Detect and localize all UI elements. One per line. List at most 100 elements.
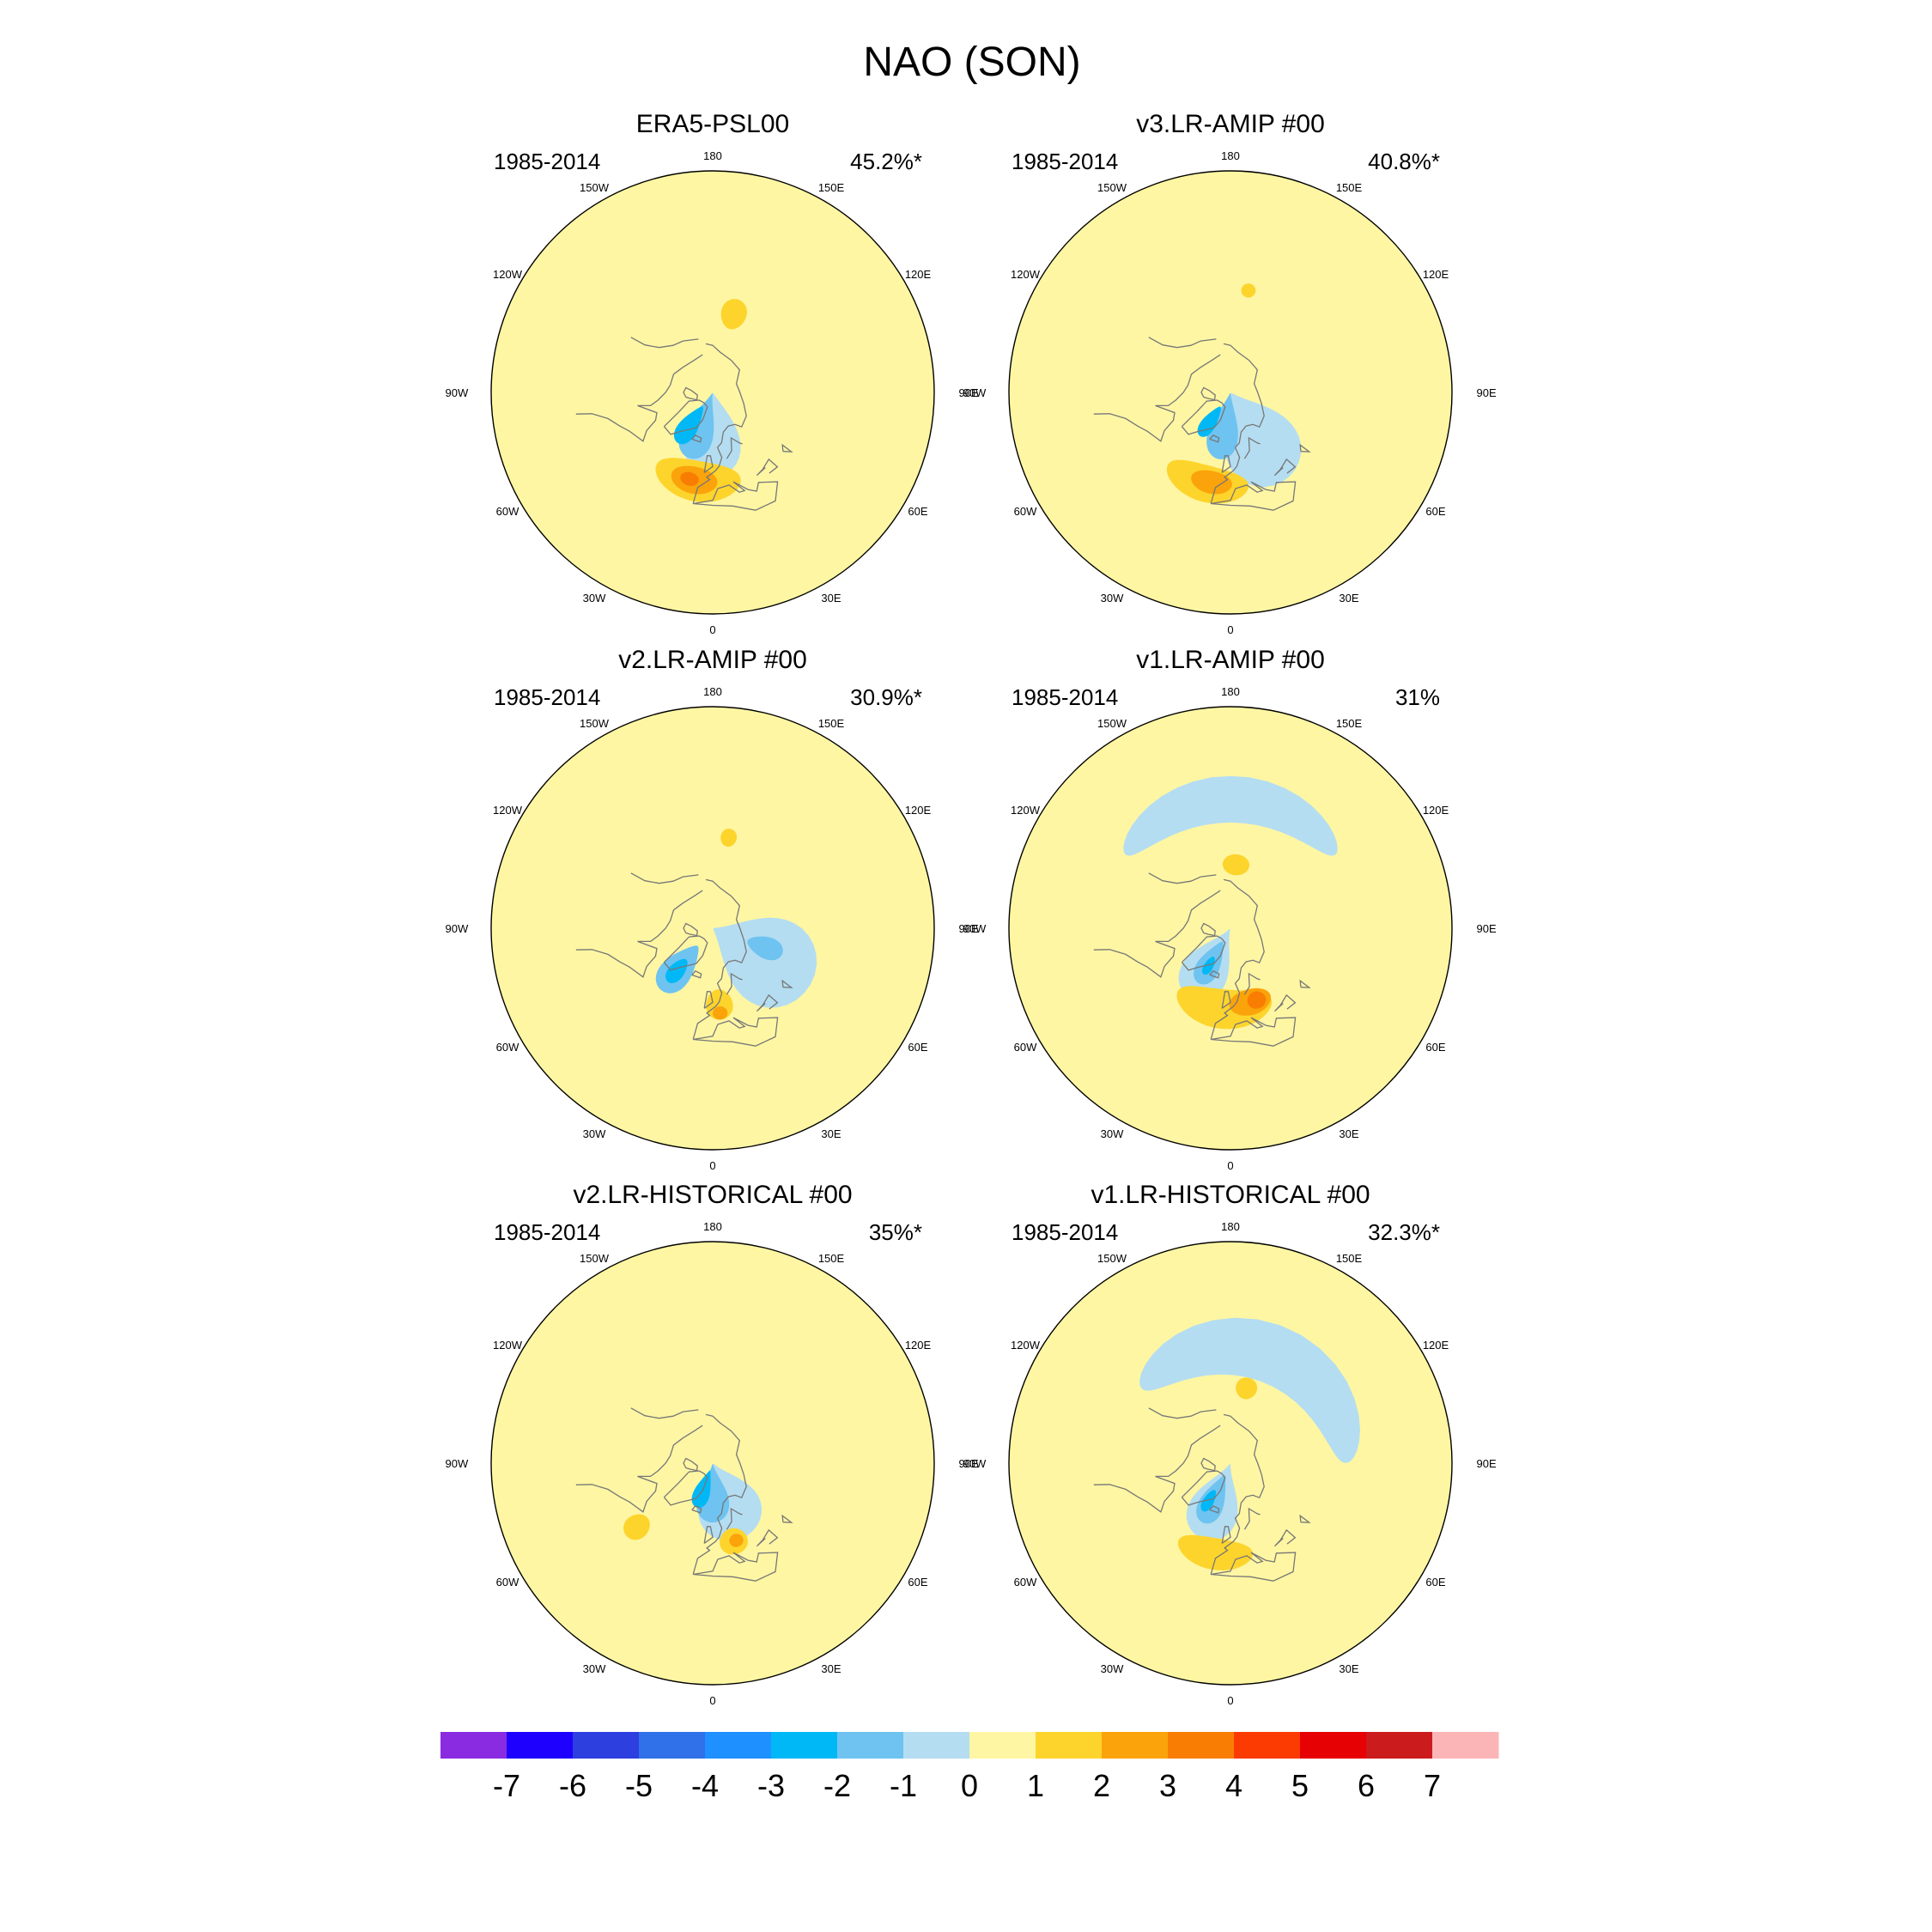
longitude-label: 180 bbox=[1221, 1220, 1240, 1233]
longitude-label: 120W bbox=[493, 1339, 523, 1352]
panel-title: v2.LR-HISTORICAL #00 bbox=[573, 1181, 852, 1209]
longitude-label: 30E bbox=[1339, 592, 1358, 605]
coastline bbox=[1210, 878, 1265, 1040]
colorbar-box bbox=[837, 1732, 904, 1759]
longitude-label: 150E bbox=[818, 181, 845, 194]
coastline bbox=[756, 1528, 779, 1547]
longitude-label: 120W bbox=[1011, 1339, 1041, 1352]
map-field bbox=[491, 707, 934, 1150]
coastline bbox=[691, 434, 702, 443]
colorbar-box bbox=[771, 1732, 838, 1759]
positive-anomaly-contour bbox=[1247, 991, 1267, 1009]
longitude-label: 30E bbox=[1339, 1127, 1358, 1140]
colorbar-tick-label: -7 bbox=[493, 1768, 520, 1803]
map-panel: v3.LR-AMIP #00 1985-2014 40.8%* 180 150E 120E… bbox=[963, 110, 1497, 636]
negative-anomaly-contour bbox=[1139, 1317, 1360, 1463]
panel-title: v3.LR-AMIP #00 bbox=[1136, 110, 1325, 138]
longitude-label: 60W bbox=[1014, 505, 1037, 518]
longitude-label: 60W bbox=[496, 505, 519, 518]
panel-variance: 40.8%* bbox=[1368, 149, 1440, 174]
longitude-label: 120W bbox=[1011, 804, 1041, 817]
panel-variance: 35%* bbox=[869, 1219, 922, 1245]
longitude-label: 30W bbox=[583, 1127, 606, 1140]
coastline bbox=[1181, 399, 1226, 435]
longitude-label: 180 bbox=[703, 1220, 722, 1233]
longitude-label: 120E bbox=[1423, 1339, 1449, 1352]
longitude-label: 150W bbox=[1097, 181, 1127, 194]
coastline bbox=[1200, 386, 1216, 401]
longitude-label: 60W bbox=[1014, 1041, 1037, 1054]
map-border bbox=[1008, 1241, 1453, 1686]
map-panel: v1.LR-HISTORICAL #00 1985-2014 32.3%* 180 15… bbox=[963, 1181, 1497, 1707]
coastline bbox=[630, 337, 699, 349]
longitude-label: 60E bbox=[908, 1576, 927, 1589]
map-border bbox=[490, 706, 935, 1151]
longitude-label: 30W bbox=[583, 592, 606, 605]
panel-variance: 30.9%* bbox=[850, 684, 922, 710]
coastline bbox=[663, 1470, 708, 1506]
negative-anomaly-contour bbox=[1197, 406, 1221, 437]
positive-anomaly-contour bbox=[680, 471, 699, 486]
coastline bbox=[663, 935, 708, 971]
coastline bbox=[1273, 993, 1297, 1012]
colorbar-tick-label: -3 bbox=[757, 1768, 785, 1803]
colorbar-box bbox=[1300, 1732, 1367, 1759]
coastline bbox=[691, 1504, 702, 1514]
coastline bbox=[1211, 1017, 1297, 1047]
longitude-label: 150W bbox=[1097, 717, 1127, 730]
longitude-label: 150E bbox=[818, 1252, 845, 1265]
longitude-label: 120W bbox=[1011, 268, 1041, 281]
longitude-label: 90W bbox=[446, 1457, 469, 1470]
coastline bbox=[1243, 1507, 1261, 1530]
map-background bbox=[491, 1242, 934, 1685]
colorbar-box bbox=[639, 1732, 706, 1759]
panels-group: ERA5-PSL00 1985-2014 45.2%* 180 150E 120E 90E 6… bbox=[446, 110, 1497, 1707]
longitude-label: 90E bbox=[1477, 922, 1497, 935]
colorbar-box bbox=[903, 1732, 970, 1759]
positive-anomaly-contour bbox=[1236, 1377, 1258, 1400]
coastline bbox=[781, 1514, 793, 1523]
colorbar-tick-label: 7 bbox=[1424, 1768, 1441, 1803]
coastline bbox=[691, 969, 702, 979]
longitude-label: 90E bbox=[959, 1457, 979, 1470]
longitude-label: 0 bbox=[1227, 623, 1233, 636]
coastline bbox=[1210, 343, 1265, 504]
panel-variance: 45.2%* bbox=[850, 149, 922, 174]
coastline bbox=[1209, 1504, 1220, 1514]
map-background bbox=[491, 707, 934, 1150]
colorbar-box bbox=[1432, 1732, 1499, 1759]
coastline bbox=[575, 890, 703, 978]
panel-title: v1.LR-AMIP #00 bbox=[1136, 646, 1325, 674]
map-panel: v2.LR-AMIP #00 1985-2014 30.9%* 180 150E 120E… bbox=[446, 646, 979, 1172]
negative-anomaly-contour bbox=[665, 958, 688, 983]
coastline bbox=[663, 399, 708, 435]
coastline bbox=[1273, 458, 1297, 477]
positive-anomaly-contour bbox=[713, 1006, 728, 1020]
map-background bbox=[1009, 707, 1452, 1150]
panel-period: 1985-2014 bbox=[494, 149, 600, 174]
longitude-label: 60W bbox=[1014, 1576, 1037, 1589]
negative-anomaly-contour bbox=[1200, 1490, 1216, 1512]
longitude-label: 30E bbox=[821, 592, 841, 605]
longitude-label: 180 bbox=[1221, 149, 1240, 162]
longitude-label: 90W bbox=[446, 922, 469, 935]
colorbar: -7 -6 -5 -4 -3 -2 -1 0 1 2 3 4 5 6 7 bbox=[440, 1732, 1499, 1803]
coastline bbox=[1093, 354, 1221, 442]
coastline bbox=[703, 991, 714, 1009]
panel-variance: 31% bbox=[1395, 684, 1440, 710]
map-panel: ERA5-PSL00 1985-2014 45.2%* 180 150E 120E 90E 6… bbox=[446, 110, 979, 636]
coastline bbox=[683, 386, 698, 401]
coastline bbox=[1181, 1470, 1226, 1506]
coastline bbox=[1200, 1457, 1216, 1472]
positive-anomaly-contour bbox=[1191, 470, 1232, 495]
coastline bbox=[575, 354, 703, 442]
positive-anomaly-contour bbox=[720, 829, 738, 848]
longitude-label: 90W bbox=[446, 386, 469, 399]
longitude-label: 120E bbox=[905, 804, 932, 817]
coastline bbox=[1209, 434, 1220, 443]
longitude-label: 90E bbox=[959, 386, 979, 399]
longitude-label: 180 bbox=[703, 685, 722, 698]
panel-period: 1985-2014 bbox=[1012, 684, 1118, 710]
negative-anomaly-contour bbox=[747, 936, 783, 961]
